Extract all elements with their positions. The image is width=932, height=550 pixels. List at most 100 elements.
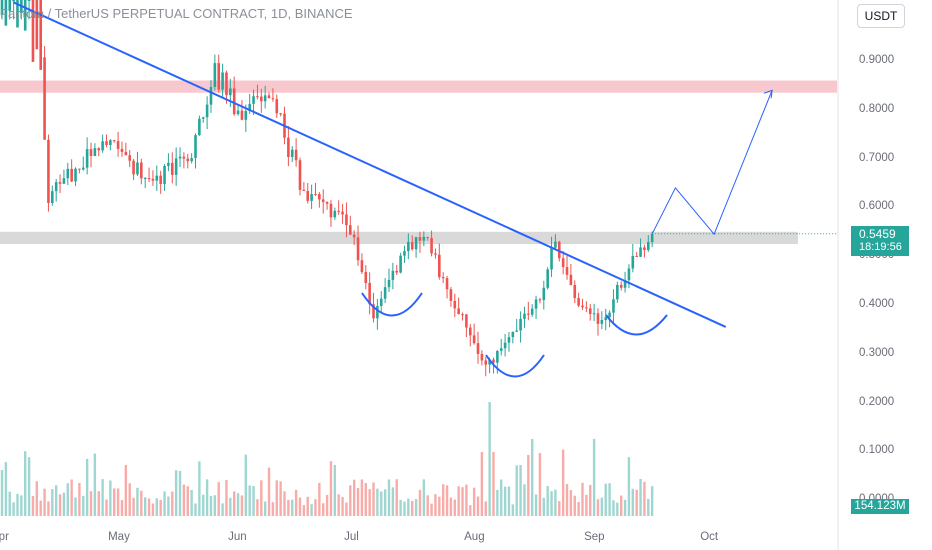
- candle-body: [372, 304, 375, 319]
- volume-bar: [623, 499, 627, 516]
- volume-bar: [202, 494, 205, 516]
- volume-bar: [356, 487, 360, 516]
- volume-bar: [647, 498, 650, 516]
- candle-body: [209, 86, 213, 105]
- volume-bar: [585, 494, 588, 516]
- volume-bar: [596, 499, 600, 516]
- candle-body: [379, 298, 383, 306]
- volume-bar: [558, 501, 561, 516]
- volume-bar: [604, 483, 607, 516]
- volume-bar: [116, 488, 120, 516]
- candle-body: [124, 151, 128, 156]
- candle-body: [112, 140, 116, 142]
- candle-body: [85, 149, 89, 168]
- volume-bar: [159, 499, 162, 516]
- volume-bar: [469, 505, 472, 516]
- candle-body: [35, 0, 39, 50]
- candle-body: [337, 210, 340, 212]
- candle-body: [217, 63, 221, 90]
- candle-body: [0, 0, 4, 16]
- candle-body: [507, 337, 511, 343]
- candle-body: [66, 168, 70, 179]
- volume-bar: [260, 480, 263, 516]
- volume-bar: [476, 496, 480, 516]
- candle-body: [573, 284, 577, 299]
- volume-bar: [271, 502, 275, 516]
- volume-bar: [171, 491, 174, 516]
- candle-body: [650, 233, 654, 243]
- candle-body: [333, 210, 337, 218]
- candle-body: [140, 162, 143, 179]
- volume-bar: [248, 485, 251, 516]
- candle-body: [604, 317, 608, 320]
- volume-bar: [58, 494, 62, 516]
- candle-body: [132, 160, 135, 175]
- volume-bar: [47, 501, 50, 516]
- volume-bar: [318, 482, 321, 516]
- candle-body: [546, 269, 549, 288]
- volume-bar: [380, 491, 383, 516]
- candle-body: [136, 162, 139, 175]
- candle-body: [496, 350, 499, 363]
- time-axis-label: Jun: [228, 531, 247, 543]
- volume-bar: [418, 489, 422, 516]
- volume-bar: [178, 470, 182, 516]
- price-axis-label: 0.6000: [859, 200, 895, 213]
- candle-body: [298, 160, 302, 190]
- volume-bar: [523, 484, 526, 516]
- volume-bar: [620, 495, 623, 516]
- volume-bar: [132, 497, 135, 516]
- volume-bar: [252, 486, 255, 516]
- volume-bar: [465, 484, 468, 516]
- volume-bar: [376, 488, 379, 516]
- currency-button[interactable]: USDT: [857, 4, 905, 28]
- candle-body: [39, 0, 42, 70]
- volume-bar: [16, 493, 19, 516]
- volume-bar: [240, 495, 244, 516]
- candle-body: [256, 96, 259, 98]
- candle-body: [159, 175, 162, 184]
- volume-bar: [221, 503, 224, 516]
- candle-body: [476, 343, 480, 354]
- candle-body: [341, 211, 344, 215]
- candle-body: [116, 141, 120, 149]
- candle-body: [43, 57, 46, 140]
- volume-bar: [399, 499, 402, 516]
- bar-countdown: 18:19:56: [859, 241, 902, 253]
- candle-body: [596, 313, 600, 324]
- volume-bar: [0, 470, 4, 516]
- candle-body: [631, 255, 635, 269]
- volume-bar: [151, 503, 155, 516]
- volume-bar: [480, 451, 484, 516]
- candle-body: [383, 287, 387, 299]
- volume-bar: [35, 481, 39, 516]
- candle-body: [407, 242, 410, 252]
- time-axis-label: May: [108, 531, 130, 543]
- candle-body: [290, 149, 294, 158]
- volume-bar: [325, 495, 329, 516]
- volume-bar: [635, 489, 638, 516]
- candle-body: [492, 359, 495, 363]
- volume-bar: [279, 481, 282, 516]
- volume-bar: [163, 491, 166, 516]
- candle-body: [438, 254, 441, 278]
- candle-body: [623, 280, 627, 288]
- candle-body: [608, 312, 611, 318]
- volume-bar: [70, 479, 73, 516]
- volume-bar: [209, 495, 213, 516]
- candle-body: [259, 96, 263, 102]
- candle-body: [360, 260, 364, 272]
- volume-bar: [24, 451, 27, 516]
- candle-body: [244, 110, 248, 120]
- candle-body: [101, 141, 104, 151]
- candle-body: [592, 313, 596, 315]
- volume-bar: [496, 489, 499, 516]
- volume-bar: [291, 499, 294, 516]
- price-axis-label: 0.3000: [859, 346, 895, 359]
- volume-bar: [414, 499, 418, 516]
- candle-body: [519, 318, 522, 331]
- candle-body: [120, 148, 124, 152]
- volume-bar: [492, 451, 495, 516]
- volume-bar: [182, 484, 186, 516]
